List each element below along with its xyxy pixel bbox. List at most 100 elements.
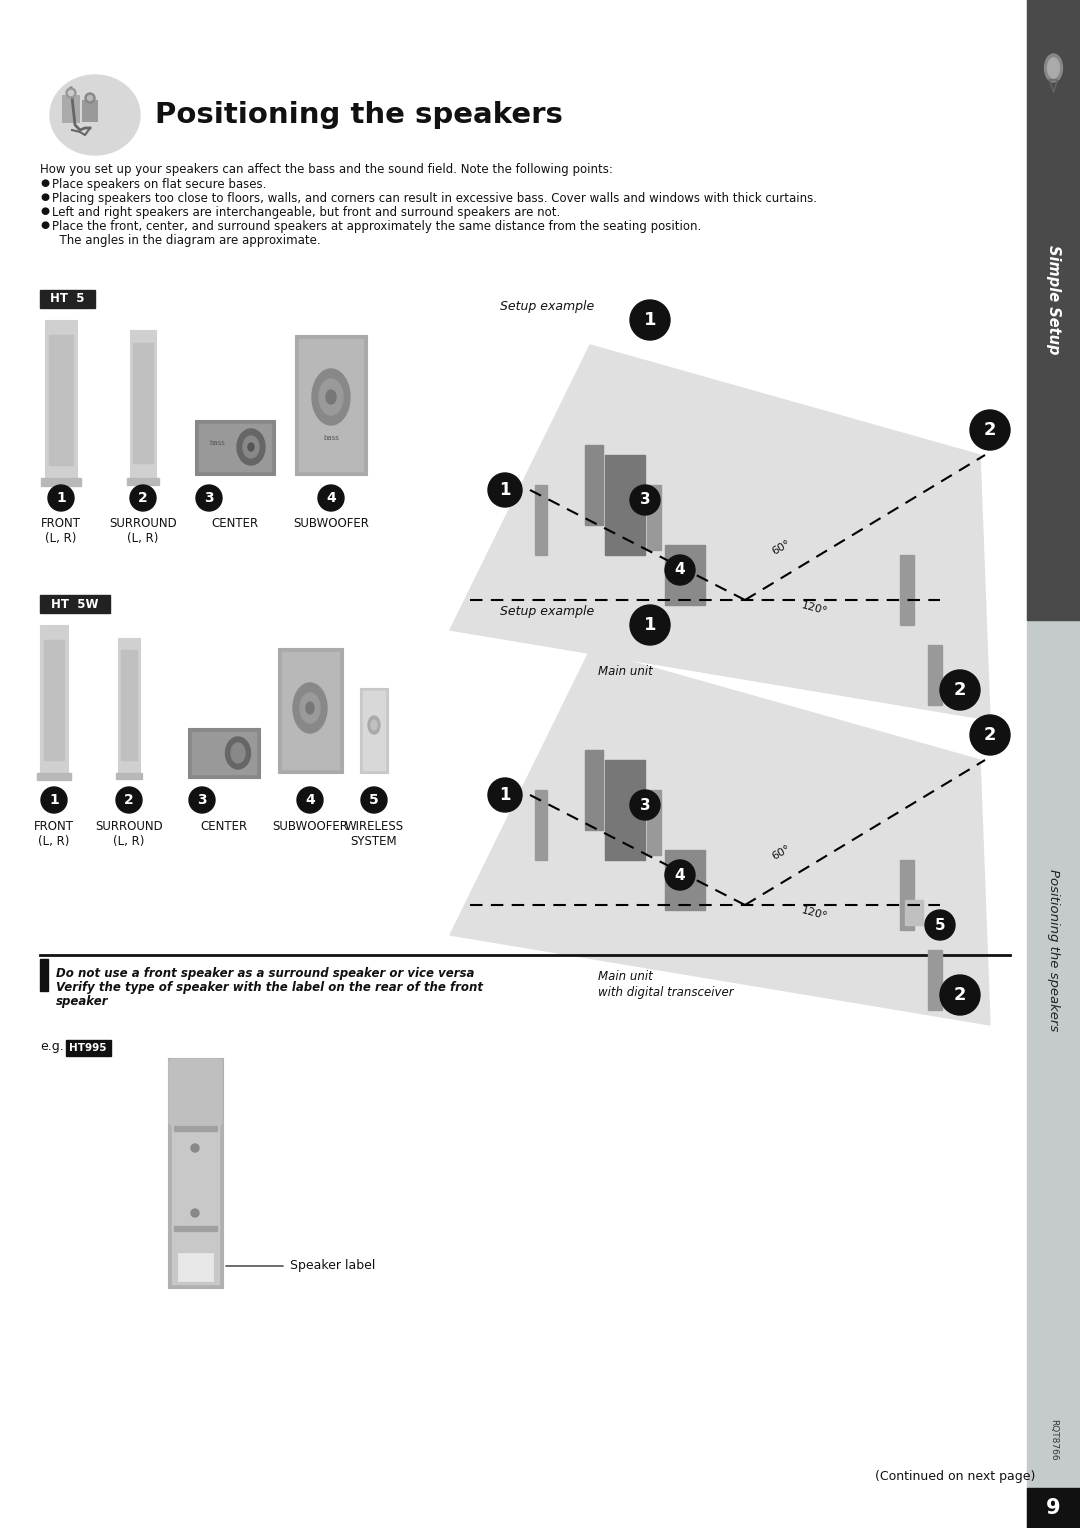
Bar: [168, 1057, 222, 1288]
Text: WIRELESS
SYSTEM: WIRELESS SYSTEM: [345, 821, 404, 848]
Bar: [44, 640, 64, 759]
Bar: [665, 545, 705, 605]
Text: Main unit: Main unit: [598, 665, 652, 678]
Circle shape: [630, 299, 670, 341]
Circle shape: [48, 484, 75, 510]
Bar: [40, 290, 95, 309]
Text: FRONT
(L, R): FRONT (L, R): [41, 516, 81, 545]
Circle shape: [130, 484, 156, 510]
Bar: [295, 335, 367, 475]
Circle shape: [116, 787, 141, 813]
Text: CENTER: CENTER: [201, 821, 247, 833]
Circle shape: [630, 790, 660, 821]
Circle shape: [87, 95, 93, 101]
Bar: [37, 773, 71, 779]
Bar: [62, 95, 80, 122]
Polygon shape: [450, 649, 990, 1025]
Text: 1: 1: [49, 793, 59, 807]
Text: 4: 4: [326, 490, 336, 504]
Text: 1: 1: [644, 312, 657, 329]
Bar: [585, 445, 603, 526]
Text: 1: 1: [56, 490, 66, 504]
Text: Place the front, center, and surround speakers at approximately the same distanc: Place the front, center, and surround sp…: [52, 220, 701, 232]
Circle shape: [630, 605, 670, 645]
Circle shape: [630, 484, 660, 515]
Text: HT  5: HT 5: [50, 292, 84, 306]
Circle shape: [195, 484, 222, 510]
Polygon shape: [450, 345, 990, 720]
Text: 2: 2: [954, 681, 967, 698]
Circle shape: [665, 555, 696, 585]
Bar: [174, 1126, 217, 1131]
Bar: [282, 652, 339, 769]
Text: 3: 3: [198, 793, 206, 807]
Text: How you set up your speakers can affect the bass and the sound field. Note the f: How you set up your speakers can affect …: [40, 163, 612, 176]
Text: 3: 3: [639, 492, 650, 507]
Circle shape: [318, 484, 345, 510]
Circle shape: [41, 787, 67, 813]
FancyBboxPatch shape: [168, 1059, 222, 1125]
Bar: [121, 649, 137, 759]
Text: ●: ●: [40, 220, 49, 231]
Text: 1: 1: [644, 616, 657, 634]
Text: 2: 2: [124, 793, 134, 807]
Ellipse shape: [243, 435, 259, 458]
Text: ●: ●: [40, 177, 49, 188]
Circle shape: [970, 410, 1010, 451]
Bar: [1027, 1488, 1080, 1528]
Text: SURROUND
(L, R): SURROUND (L, R): [95, 821, 163, 848]
Ellipse shape: [372, 720, 377, 730]
Bar: [585, 750, 603, 830]
Bar: [49, 335, 73, 465]
Ellipse shape: [226, 736, 251, 769]
Text: The angles in the diagram are approximate.: The angles in the diagram are approximat…: [52, 234, 321, 248]
Text: 4: 4: [675, 868, 686, 883]
Text: 3: 3: [204, 490, 214, 504]
Text: SUBWOOFER: SUBWOOFER: [272, 821, 348, 833]
Bar: [174, 1225, 217, 1232]
Bar: [1027, 0, 1080, 1528]
Bar: [928, 645, 942, 704]
Circle shape: [85, 93, 95, 102]
Bar: [647, 484, 661, 550]
Ellipse shape: [306, 701, 314, 714]
Text: Speaker label: Speaker label: [291, 1259, 376, 1273]
Text: Setup example: Setup example: [500, 299, 594, 313]
Text: 1: 1: [499, 785, 511, 804]
Circle shape: [924, 911, 955, 940]
Circle shape: [189, 787, 215, 813]
Text: 2: 2: [954, 986, 967, 1004]
Circle shape: [970, 715, 1010, 755]
Circle shape: [191, 1209, 199, 1216]
Text: 120°: 120°: [800, 601, 828, 617]
Text: 3: 3: [639, 798, 650, 813]
Text: CENTER: CENTER: [212, 516, 258, 530]
Bar: [1027, 0, 1080, 620]
Circle shape: [488, 778, 522, 811]
Text: e.g.: e.g.: [40, 1041, 64, 1053]
Circle shape: [191, 1144, 199, 1152]
Bar: [535, 790, 546, 860]
Text: Do not use a front speaker as a surround speaker or vice versa: Do not use a front speaker as a surround…: [56, 967, 474, 979]
Bar: [360, 688, 388, 773]
Bar: [363, 691, 384, 770]
Bar: [41, 478, 81, 486]
Text: 60°: 60°: [770, 843, 792, 862]
Bar: [605, 455, 645, 555]
Ellipse shape: [300, 694, 320, 723]
Ellipse shape: [1044, 53, 1063, 83]
Text: 1: 1: [499, 481, 511, 500]
Ellipse shape: [326, 390, 336, 403]
Text: HT995: HT995: [69, 1044, 107, 1053]
Text: Place speakers on flat secure bases.: Place speakers on flat secure bases.: [52, 177, 267, 191]
Text: SURROUND
(L, R): SURROUND (L, R): [109, 516, 177, 545]
Text: 5: 5: [934, 917, 945, 932]
Text: 5: 5: [369, 793, 379, 807]
Text: Setup example: Setup example: [500, 605, 594, 617]
Bar: [192, 732, 256, 775]
Circle shape: [488, 474, 522, 507]
Text: FRONT
(L, R): FRONT (L, R): [33, 821, 75, 848]
Bar: [82, 99, 98, 122]
Text: 4: 4: [306, 793, 315, 807]
Bar: [118, 639, 140, 775]
